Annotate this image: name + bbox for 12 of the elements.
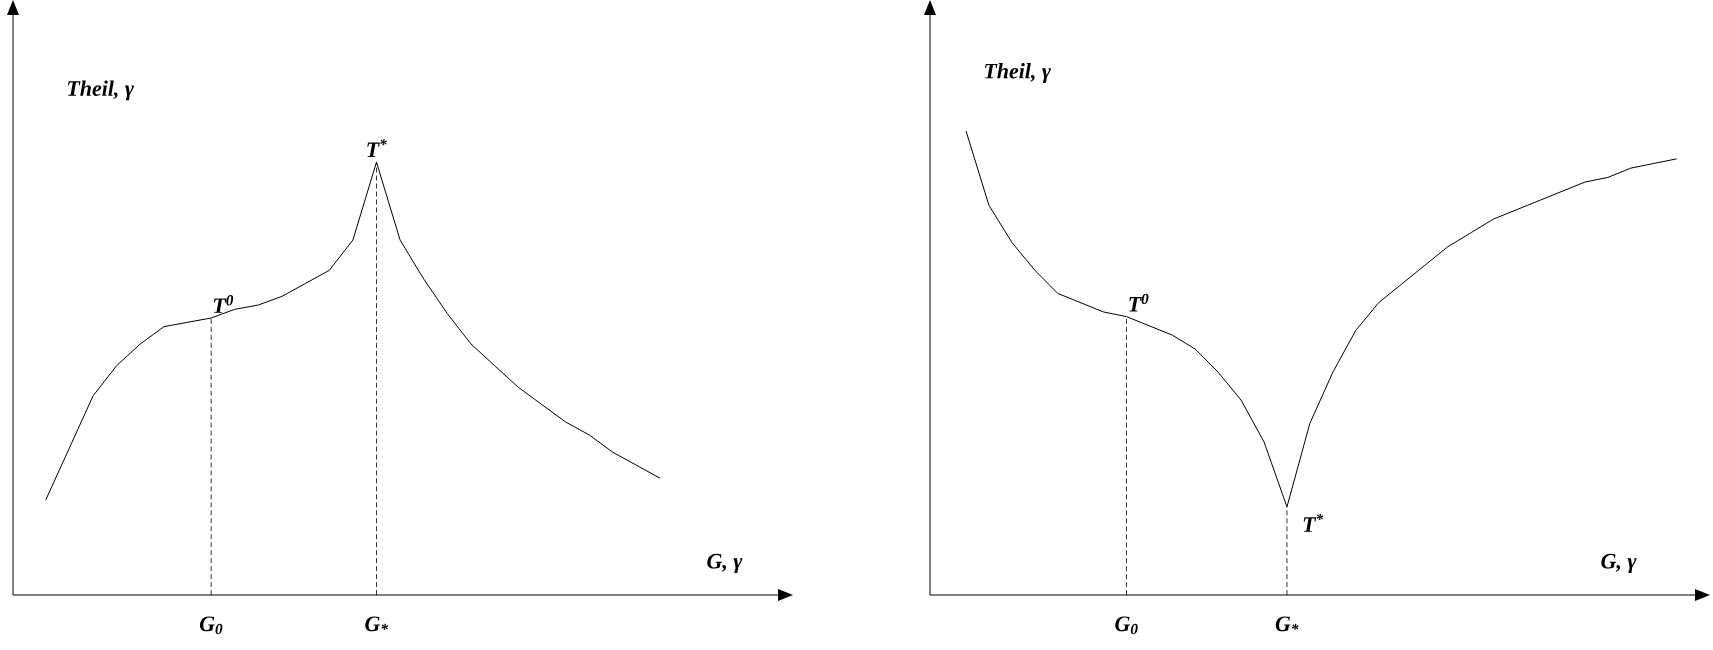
y-axis-title: Theil, γ (68, 80, 134, 101)
x-axis-title: G, γ (707, 553, 743, 573)
y-axis-title: Theil, γ (985, 63, 1051, 83)
annotation: T$^{0}$ (1129, 293, 1149, 312)
annotation: T$^{*}$ (1303, 514, 1324, 532)
x-tick-label: G$_{*}$ (365, 616, 389, 632)
x-axis-title: G, γ (1601, 553, 1637, 573)
annotation: T$^{*}$ (367, 139, 387, 157)
x-tick-label: G$_{0}$ (1115, 616, 1138, 635)
annotation: T$^{0}$ (213, 295, 234, 313)
x-tick-label: G$_{*}$ (1275, 616, 1299, 632)
x-tick-label: G$_{0}$ (199, 616, 223, 635)
